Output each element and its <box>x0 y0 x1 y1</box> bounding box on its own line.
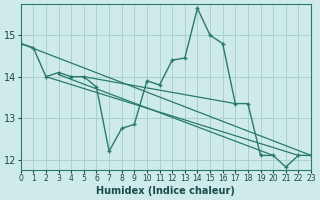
X-axis label: Humidex (Indice chaleur): Humidex (Indice chaleur) <box>96 186 235 196</box>
